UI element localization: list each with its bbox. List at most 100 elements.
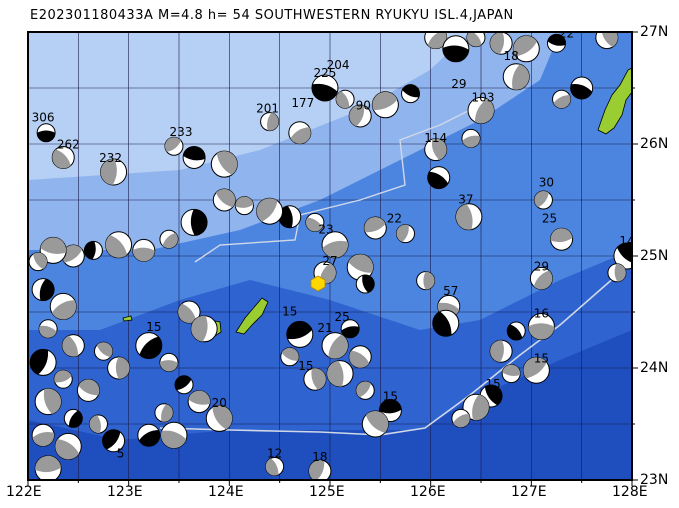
depth-label: 57 <box>443 284 458 298</box>
focal-mechanism <box>182 145 206 169</box>
focal-mechanism <box>363 216 387 240</box>
focal-mechanism <box>31 423 55 447</box>
depth-label: 14 <box>619 234 634 248</box>
map-ticks <box>27 31 638 486</box>
focal-mechanism <box>424 32 448 50</box>
focal-mechanism <box>190 315 218 343</box>
lon-label-123: 123E <box>107 484 143 500</box>
focal-mechanism <box>570 76 594 100</box>
depth-label: 15 <box>282 304 297 318</box>
island-okinawa <box>597 67 632 135</box>
focal-mechanism <box>348 104 372 128</box>
focal-mechanism <box>88 414 108 434</box>
depth-label: 12 <box>267 447 282 461</box>
focal-mechanism <box>311 74 339 102</box>
depth-label: 15 <box>146 320 161 334</box>
depth-label: 25 <box>542 211 557 225</box>
focal-mechanism <box>355 274 375 294</box>
focal-mechanism <box>29 348 57 376</box>
focal-mechanism <box>100 158 128 186</box>
depth-label: 29 <box>534 260 549 274</box>
focal-mechanism <box>39 236 67 264</box>
focal-mechanism <box>83 240 103 260</box>
focal-mechanism <box>321 332 349 360</box>
focal-mechanism <box>31 278 55 302</box>
lon-label-127: 127E <box>511 484 547 500</box>
focal-mechanism <box>355 380 375 400</box>
focal-mechanism <box>49 292 77 320</box>
focal-mechanism <box>427 166 451 190</box>
focal-mechanism <box>489 32 513 55</box>
depth-label: 201 <box>256 102 279 116</box>
focal-mechanism <box>174 375 194 395</box>
focal-mechanism <box>102 429 126 453</box>
depth-label: 177 <box>291 96 314 110</box>
depth-label: 262 <box>57 137 80 151</box>
focal-mechanism <box>466 32 486 48</box>
focal-mechanism <box>54 432 82 460</box>
lat-label-25: 25N <box>640 248 669 264</box>
focal-mechanism <box>451 408 471 428</box>
focal-mechanism <box>432 309 460 337</box>
focal-mechanism <box>61 244 85 268</box>
focal-mechanism <box>205 404 233 432</box>
focal-mechanism <box>160 421 188 449</box>
depth-label: 23 <box>318 223 333 237</box>
focal-mechanism <box>164 136 184 156</box>
depth-label: 15 <box>534 351 549 365</box>
event-epicenter-marker <box>310 275 326 292</box>
focal-mechanism <box>107 356 131 380</box>
lat-label-27: 27N <box>640 24 669 40</box>
focal-mechanism <box>260 112 280 132</box>
focal-mechanism <box>286 320 314 348</box>
focal-mechanism <box>396 224 415 244</box>
focal-mechanism <box>159 352 179 372</box>
focal-mechanism <box>424 138 448 162</box>
depth-label: 20 <box>212 396 227 410</box>
focal-mechanism <box>280 347 300 367</box>
focal-mechanism <box>522 356 550 384</box>
trough-line <box>194 109 471 263</box>
focal-mechanism <box>326 360 354 388</box>
depth-label: 15 <box>298 359 313 373</box>
depth-label: 16 <box>534 307 549 321</box>
focal-mechanism <box>265 457 285 477</box>
focal-mechanism <box>51 145 75 169</box>
focal-mechanism <box>467 96 495 124</box>
focal-mechanism <box>132 238 156 262</box>
lat-label-23: 23N <box>640 472 669 488</box>
depth-label: 5 <box>117 447 125 461</box>
depth-label: 21 <box>317 321 332 335</box>
focal-mechanism <box>533 190 553 210</box>
focal-mechanism <box>76 378 100 402</box>
focal-mechanism <box>455 203 483 231</box>
depth-label: 15 <box>485 377 500 391</box>
focal-mechanism <box>416 271 436 291</box>
focal-mechanism <box>34 455 62 480</box>
focal-mechanism <box>550 227 574 251</box>
depth-label: 225 <box>314 66 337 80</box>
depth-label: 22 <box>387 211 402 225</box>
depth-label: 204 <box>327 58 350 72</box>
focal-mechanism <box>613 242 632 270</box>
focal-mechanism <box>335 89 355 109</box>
lon-label-126: 126E <box>410 484 446 500</box>
lon-label-125: 125E <box>309 484 345 500</box>
depth-label: 103 <box>472 90 495 104</box>
focal-mechanism <box>529 266 553 290</box>
depth-label: 22 <box>559 27 574 41</box>
focal-mechanism <box>234 196 254 216</box>
focal-mechanism <box>61 334 85 358</box>
focal-mechanism <box>348 345 372 369</box>
focal-mechanism <box>135 332 163 360</box>
depth-label: 25 <box>334 310 349 324</box>
focal-mechanism <box>180 208 208 236</box>
focal-mechanism <box>442 35 470 63</box>
focal-mechanism <box>462 393 490 421</box>
focal-mechanism <box>506 321 526 341</box>
focal-mechanisms <box>28 32 632 480</box>
focal-mechanism <box>321 231 349 259</box>
depth-label: 306 <box>32 111 55 125</box>
